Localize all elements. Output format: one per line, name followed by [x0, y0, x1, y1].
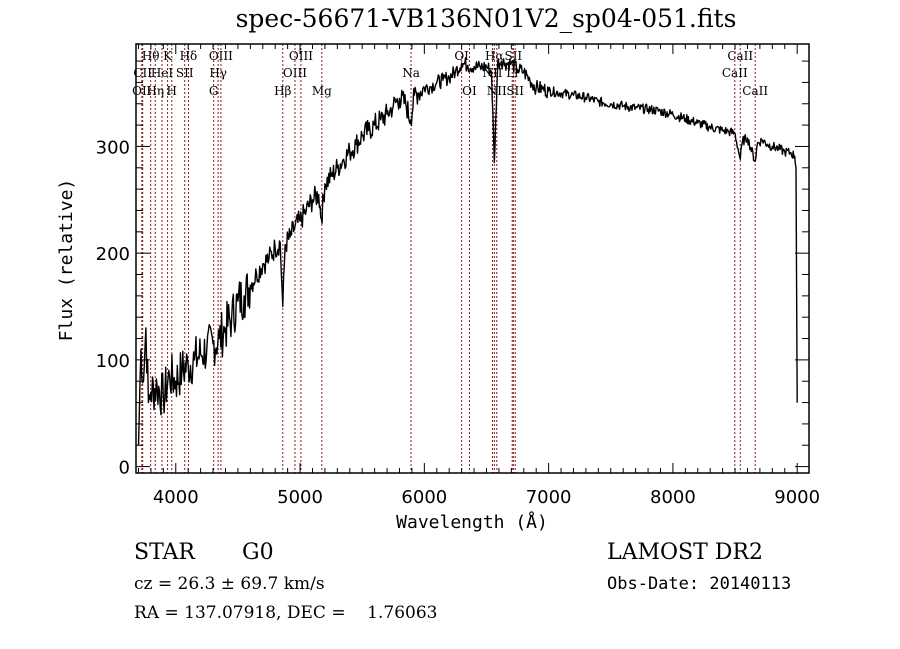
object-subclass: G0	[242, 540, 274, 565]
ra-dec: RA = 137.07918, DEC = 1.76063	[134, 603, 437, 623]
line-marker-label: H	[167, 84, 177, 98]
x-tick-label: 4000	[153, 487, 199, 508]
line-marker-label: OIII	[209, 49, 233, 63]
line-marker-label: CaII	[727, 49, 753, 63]
line-marker-label: Hβ	[274, 84, 291, 98]
line-marker-label: SII	[506, 84, 524, 98]
line-marker-label: OIII	[289, 49, 313, 63]
line-marker-label: CaII	[722, 66, 748, 80]
plot-frame	[136, 44, 809, 473]
spectrum-line	[139, 58, 798, 445]
line-marker-label: Na	[402, 66, 420, 80]
line-marker-label: Mg	[312, 84, 332, 98]
obs-date: Obs-Date: 20140113	[607, 574, 791, 594]
line-markers	[142, 44, 755, 473]
x-tick-label: 8000	[650, 487, 696, 508]
x-tick-label: 9000	[774, 487, 820, 508]
line-marker-label: OIII	[283, 66, 307, 80]
x-tick-label: 7000	[526, 487, 572, 508]
redshift-cz: cz = 26.3 ± 69.7 km/s	[134, 574, 325, 594]
x-axis-label: Wavelength (Å)	[396, 511, 548, 533]
y-tick-label: 300	[96, 137, 130, 158]
line-marker-label: OI	[462, 84, 477, 98]
line-marker-label: Hγ	[209, 66, 227, 80]
line-marker-label: K	[163, 49, 173, 63]
line-marker-label: Hθ	[142, 49, 160, 63]
y-tick-label: 0	[119, 458, 130, 479]
object-class: STAR	[134, 540, 195, 565]
y-axis-label: Flux (relative)	[56, 179, 77, 342]
x-tick-label: 5000	[277, 487, 323, 508]
x-tick-label: 6000	[401, 487, 447, 508]
line-marker-label: Hη	[146, 84, 164, 98]
line-marker-label: G	[209, 84, 219, 98]
line-marker-label: HeI	[151, 66, 174, 80]
y-tick-label: 200	[96, 244, 130, 265]
line-marker-label: OI	[454, 49, 469, 63]
y-tick-label: 100	[96, 351, 130, 372]
line-marker-label: CaII	[742, 84, 768, 98]
line-marker-label: SII	[176, 66, 194, 80]
x-axis: 4000 5000 6000 7000 8000 9000	[138, 44, 820, 508]
survey-name: LAMOST DR2	[607, 540, 763, 565]
line-marker-label: Hδ	[180, 49, 198, 63]
